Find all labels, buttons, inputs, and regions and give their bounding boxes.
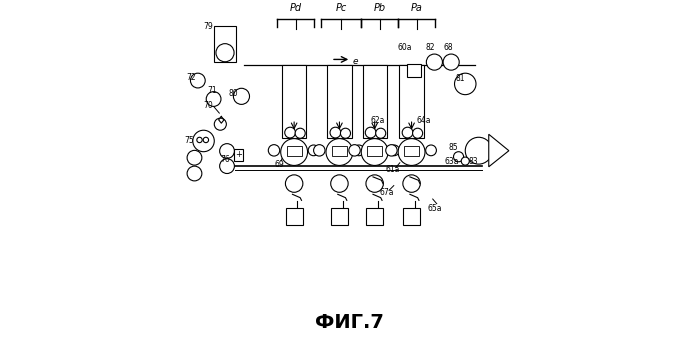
Circle shape	[203, 137, 208, 143]
Circle shape	[216, 44, 234, 62]
Text: 60a: 60a	[398, 42, 412, 52]
Circle shape	[308, 145, 319, 156]
Circle shape	[340, 128, 350, 138]
Text: 83: 83	[468, 157, 478, 166]
Circle shape	[386, 145, 397, 156]
Text: 79: 79	[203, 22, 213, 31]
Text: 69: 69	[274, 160, 284, 169]
Circle shape	[314, 145, 325, 156]
Text: 82: 82	[426, 42, 435, 52]
Circle shape	[215, 118, 226, 130]
Circle shape	[349, 145, 360, 156]
Text: Pa: Pa	[411, 3, 423, 13]
Circle shape	[375, 128, 386, 138]
Circle shape	[219, 144, 234, 158]
Bar	[214, 26, 236, 62]
Circle shape	[197, 137, 202, 143]
Text: 71: 71	[207, 86, 217, 95]
Text: 80: 80	[229, 90, 238, 98]
Bar	[363, 65, 387, 137]
Bar	[407, 64, 421, 77]
Circle shape	[326, 139, 353, 166]
Text: 64a: 64a	[416, 116, 431, 125]
Text: 85: 85	[449, 143, 459, 152]
Circle shape	[233, 88, 250, 104]
Text: 65a: 65a	[428, 203, 442, 213]
Circle shape	[398, 139, 425, 166]
Bar	[331, 208, 348, 225]
Text: 63a: 63a	[445, 157, 459, 166]
Text: 72: 72	[187, 73, 196, 82]
Bar	[282, 65, 306, 137]
Polygon shape	[489, 134, 509, 167]
Circle shape	[285, 175, 303, 192]
Bar	[400, 65, 424, 137]
Circle shape	[389, 145, 400, 156]
Bar	[287, 146, 301, 156]
Circle shape	[454, 152, 463, 162]
Bar	[367, 146, 382, 156]
Circle shape	[268, 145, 280, 156]
Circle shape	[366, 127, 376, 138]
Circle shape	[426, 54, 442, 70]
Circle shape	[361, 139, 388, 166]
Circle shape	[331, 175, 348, 192]
Circle shape	[281, 139, 308, 166]
Text: 68: 68	[443, 42, 453, 52]
Text: +: +	[235, 150, 242, 159]
Text: 61a: 61a	[386, 165, 401, 174]
Circle shape	[354, 145, 364, 156]
Text: 62a: 62a	[371, 116, 385, 125]
Text: Pb: Pb	[374, 3, 386, 13]
Bar	[404, 146, 419, 156]
Circle shape	[190, 73, 206, 88]
Text: Pc: Pc	[336, 3, 347, 13]
Text: 67a: 67a	[379, 188, 394, 197]
Circle shape	[330, 127, 341, 138]
Circle shape	[366, 175, 383, 192]
Text: 75: 75	[185, 136, 194, 145]
Circle shape	[412, 128, 423, 138]
Circle shape	[219, 159, 234, 173]
Text: Pd: Pd	[290, 3, 302, 13]
Circle shape	[403, 175, 420, 192]
Bar	[286, 208, 303, 225]
Text: ФИГ.7: ФИГ.7	[315, 313, 384, 332]
Circle shape	[295, 128, 305, 138]
Text: 70: 70	[203, 101, 213, 110]
Circle shape	[206, 92, 221, 106]
Text: 76: 76	[220, 155, 230, 164]
Circle shape	[426, 145, 436, 156]
Circle shape	[461, 157, 469, 165]
Circle shape	[454, 73, 476, 95]
Circle shape	[187, 150, 202, 165]
Circle shape	[402, 127, 413, 138]
Bar	[332, 146, 347, 156]
Bar	[327, 65, 352, 137]
Circle shape	[443, 54, 459, 70]
Text: e: e	[353, 57, 359, 66]
Bar	[403, 208, 420, 225]
Circle shape	[193, 130, 215, 152]
Text: 81: 81	[456, 75, 465, 83]
Bar	[233, 149, 243, 161]
Circle shape	[284, 127, 296, 138]
Circle shape	[187, 166, 202, 181]
Circle shape	[466, 137, 492, 164]
Bar	[366, 208, 383, 225]
